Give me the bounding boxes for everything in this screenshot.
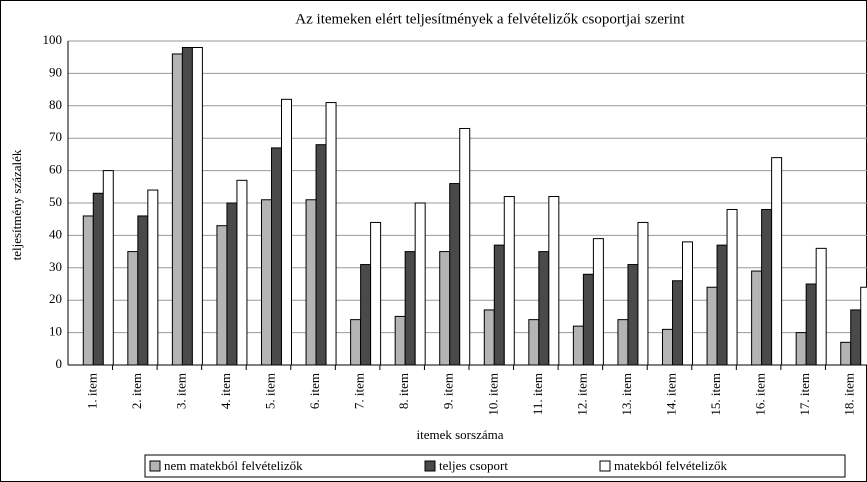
bar bbox=[582, 273, 594, 366]
bar bbox=[102, 170, 114, 366]
y-tick-label: 90 bbox=[49, 64, 62, 79]
bar bbox=[147, 189, 159, 366]
legend-swatch bbox=[599, 460, 611, 472]
x-tick-label: 13. item bbox=[619, 373, 634, 416]
bar bbox=[360, 264, 372, 366]
bar bbox=[795, 332, 807, 366]
bar bbox=[771, 157, 783, 366]
bar bbox=[706, 286, 718, 366]
bar bbox=[860, 286, 867, 366]
y-tick-label: 30 bbox=[49, 259, 62, 274]
bar bbox=[716, 244, 728, 366]
bar bbox=[236, 179, 248, 366]
y-tick-label: 20 bbox=[49, 291, 62, 306]
bar bbox=[672, 280, 683, 366]
bar bbox=[592, 238, 604, 366]
bar bbox=[493, 244, 505, 366]
x-tick-label: 12. item bbox=[574, 373, 589, 416]
bar bbox=[281, 98, 292, 366]
bar bbox=[370, 221, 382, 366]
bar bbox=[216, 225, 228, 366]
legend-swatch bbox=[424, 460, 436, 472]
x-tick-label: 1. item bbox=[84, 373, 99, 409]
bar bbox=[315, 144, 327, 366]
legend: nem matekból felvételizők teljes csoport m… bbox=[144, 454, 846, 478]
x-tick-label: 5. item bbox=[262, 373, 277, 409]
x-tick-label: 8. item bbox=[396, 373, 411, 409]
x-tick-label: 10. item bbox=[485, 373, 500, 416]
legend-label: teljes csoport bbox=[439, 458, 508, 473]
x-tick-label: 16. item bbox=[753, 373, 768, 416]
bar bbox=[261, 199, 272, 366]
bar bbox=[503, 196, 515, 366]
bar bbox=[271, 147, 282, 366]
bar bbox=[459, 127, 471, 366]
legend-label: nem matekból felvételizők bbox=[164, 458, 303, 473]
bar bbox=[726, 208, 738, 366]
bar bbox=[449, 183, 461, 366]
bar bbox=[191, 46, 203, 366]
bar bbox=[350, 319, 362, 366]
x-tick-label: 18. item bbox=[842, 373, 857, 416]
bar bbox=[617, 319, 629, 366]
bar bbox=[850, 309, 862, 366]
x-tick-label: 14. item bbox=[663, 373, 678, 416]
bar bbox=[394, 315, 406, 366]
x-tick-label: 3. item bbox=[173, 373, 188, 409]
bar bbox=[840, 341, 852, 366]
bar bbox=[637, 221, 649, 366]
x-tick-label: 9. item bbox=[441, 373, 456, 409]
bar bbox=[751, 270, 763, 366]
bar bbox=[662, 328, 673, 366]
x-tick-label: 4. item bbox=[218, 373, 233, 409]
y-axis-label: teljesítmény százalék bbox=[9, 149, 24, 260]
bar bbox=[305, 199, 317, 366]
x-tick-label: 2. item bbox=[129, 373, 144, 409]
x-tick-label: 11. item bbox=[530, 373, 545, 415]
bar bbox=[815, 247, 827, 366]
legend-swatch bbox=[149, 460, 161, 472]
bar bbox=[682, 241, 693, 366]
bar bbox=[538, 251, 550, 366]
legend-label: matekból felvételizők bbox=[614, 458, 727, 473]
chart-title: Az itemeken elért teljesítmények a felvé… bbox=[295, 11, 685, 27]
bar bbox=[171, 53, 183, 366]
bar bbox=[548, 196, 560, 366]
x-axis-label: itemek sorszáma bbox=[417, 427, 504, 442]
y-tick-label: 40 bbox=[49, 226, 62, 241]
bar bbox=[439, 251, 451, 366]
y-tick-label: 10 bbox=[49, 324, 62, 339]
bar bbox=[572, 325, 584, 366]
bar bbox=[761, 208, 773, 366]
legend-box bbox=[144, 454, 846, 478]
bar bbox=[805, 283, 817, 366]
x-tick-label: 6. item bbox=[307, 373, 322, 409]
bar bbox=[181, 46, 193, 366]
y-tick-label: 100 bbox=[43, 32, 63, 47]
bar bbox=[483, 309, 495, 366]
bar bbox=[627, 264, 639, 366]
y-tick-label: 60 bbox=[49, 162, 62, 177]
bar bbox=[137, 215, 149, 366]
bar bbox=[92, 192, 104, 366]
x-tick-label: 7. item bbox=[352, 373, 367, 409]
bar bbox=[226, 202, 238, 366]
bar bbox=[528, 319, 540, 366]
bar bbox=[82, 215, 94, 366]
y-tick-label: 70 bbox=[49, 129, 62, 144]
x-tick-label: 15. item bbox=[708, 373, 723, 416]
y-tick-label: 0 bbox=[56, 356, 63, 371]
bar bbox=[127, 251, 139, 366]
y-tick-label: 50 bbox=[49, 194, 62, 209]
bar bbox=[404, 251, 416, 366]
bar bbox=[325, 102, 337, 366]
y-tick-label: 80 bbox=[49, 97, 62, 112]
x-tick-label: 17. item bbox=[797, 373, 812, 416]
bar bbox=[414, 202, 426, 366]
